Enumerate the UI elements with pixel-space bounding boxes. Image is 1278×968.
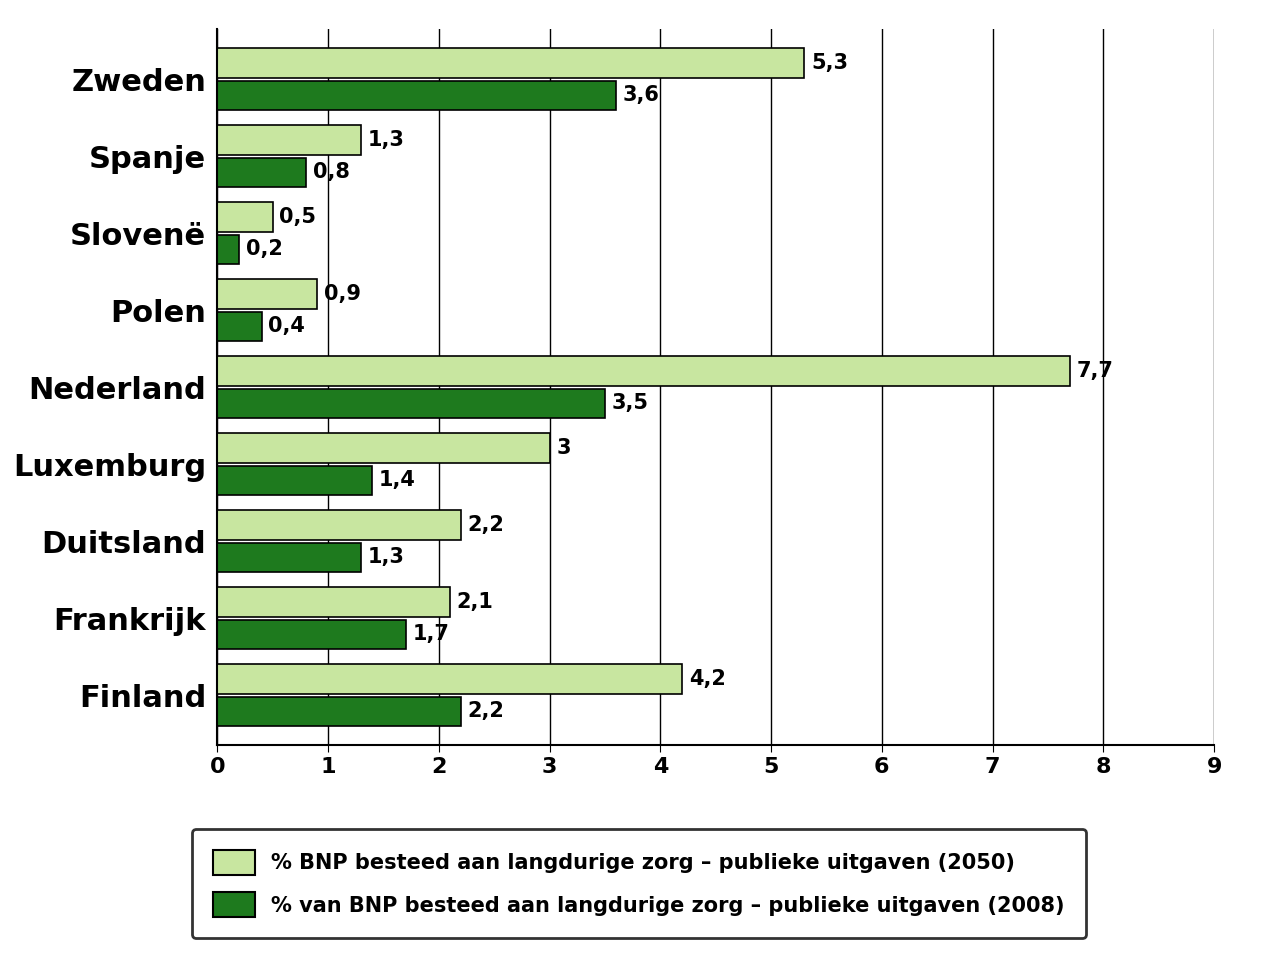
Bar xyxy=(217,48,804,77)
Bar xyxy=(217,234,239,264)
Text: 2,1: 2,1 xyxy=(456,592,493,612)
Bar xyxy=(217,125,362,155)
Text: 0,8: 0,8 xyxy=(313,163,349,182)
Text: 0,9: 0,9 xyxy=(323,284,360,304)
Bar xyxy=(217,312,262,341)
Text: 5,3: 5,3 xyxy=(812,53,847,73)
Bar xyxy=(217,697,461,726)
Text: 3: 3 xyxy=(556,439,571,458)
Bar xyxy=(217,543,362,572)
Bar xyxy=(217,466,372,495)
Bar xyxy=(217,280,317,309)
Text: 7,7: 7,7 xyxy=(1077,361,1113,381)
Bar xyxy=(217,356,1070,385)
Bar xyxy=(217,158,305,187)
Legend: % BNP besteed aan langdurige zorg – publieke uitgaven (2050), % van BNP besteed : % BNP besteed aan langdurige zorg – publ… xyxy=(192,829,1086,938)
Text: 3,5: 3,5 xyxy=(612,393,648,413)
Bar xyxy=(217,202,272,231)
Text: 0,5: 0,5 xyxy=(280,207,316,227)
Text: 1,7: 1,7 xyxy=(413,624,449,645)
Bar xyxy=(217,389,604,418)
Text: 1,4: 1,4 xyxy=(380,470,415,491)
Bar xyxy=(217,664,682,694)
Bar xyxy=(217,434,550,463)
Text: 2,2: 2,2 xyxy=(468,702,505,721)
Text: 0,4: 0,4 xyxy=(268,317,305,336)
Text: 3,6: 3,6 xyxy=(622,85,659,106)
Text: 0,2: 0,2 xyxy=(247,239,282,259)
Text: 1,3: 1,3 xyxy=(368,548,405,567)
Text: 2,2: 2,2 xyxy=(468,515,505,535)
Bar xyxy=(217,510,461,540)
Bar xyxy=(217,620,405,650)
Text: 4,2: 4,2 xyxy=(689,669,726,689)
Text: 1,3: 1,3 xyxy=(368,130,405,150)
Bar xyxy=(217,80,616,110)
Bar xyxy=(217,588,450,617)
